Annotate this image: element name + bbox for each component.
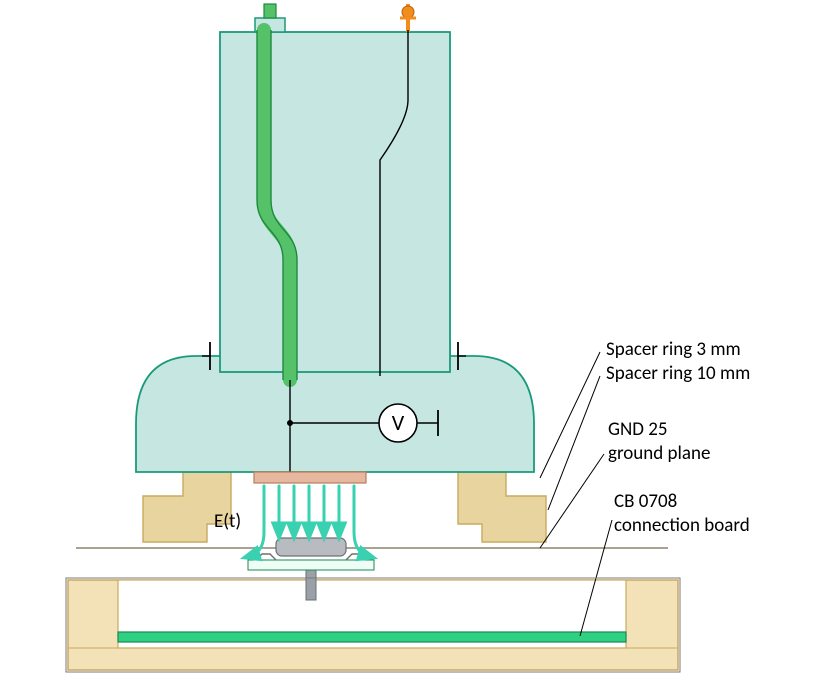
svg-text:V: V (392, 409, 405, 436)
label-spacer-3mm: Spacer ring 3 mm (606, 338, 741, 362)
label-cb0708: CB 0708 (614, 490, 677, 514)
label-ground-plane: ground plane (608, 442, 710, 466)
diagram-canvas: V Spacer ring 3 mm Spacer ring 10 mm GND… (0, 0, 817, 700)
label-gnd25: GND 25 (608, 418, 668, 442)
label-spacer-10mm: Spacer ring 10 mm (606, 362, 750, 386)
label-efield: E(t) (214, 510, 241, 534)
label-conn-board: connection board (614, 514, 750, 538)
